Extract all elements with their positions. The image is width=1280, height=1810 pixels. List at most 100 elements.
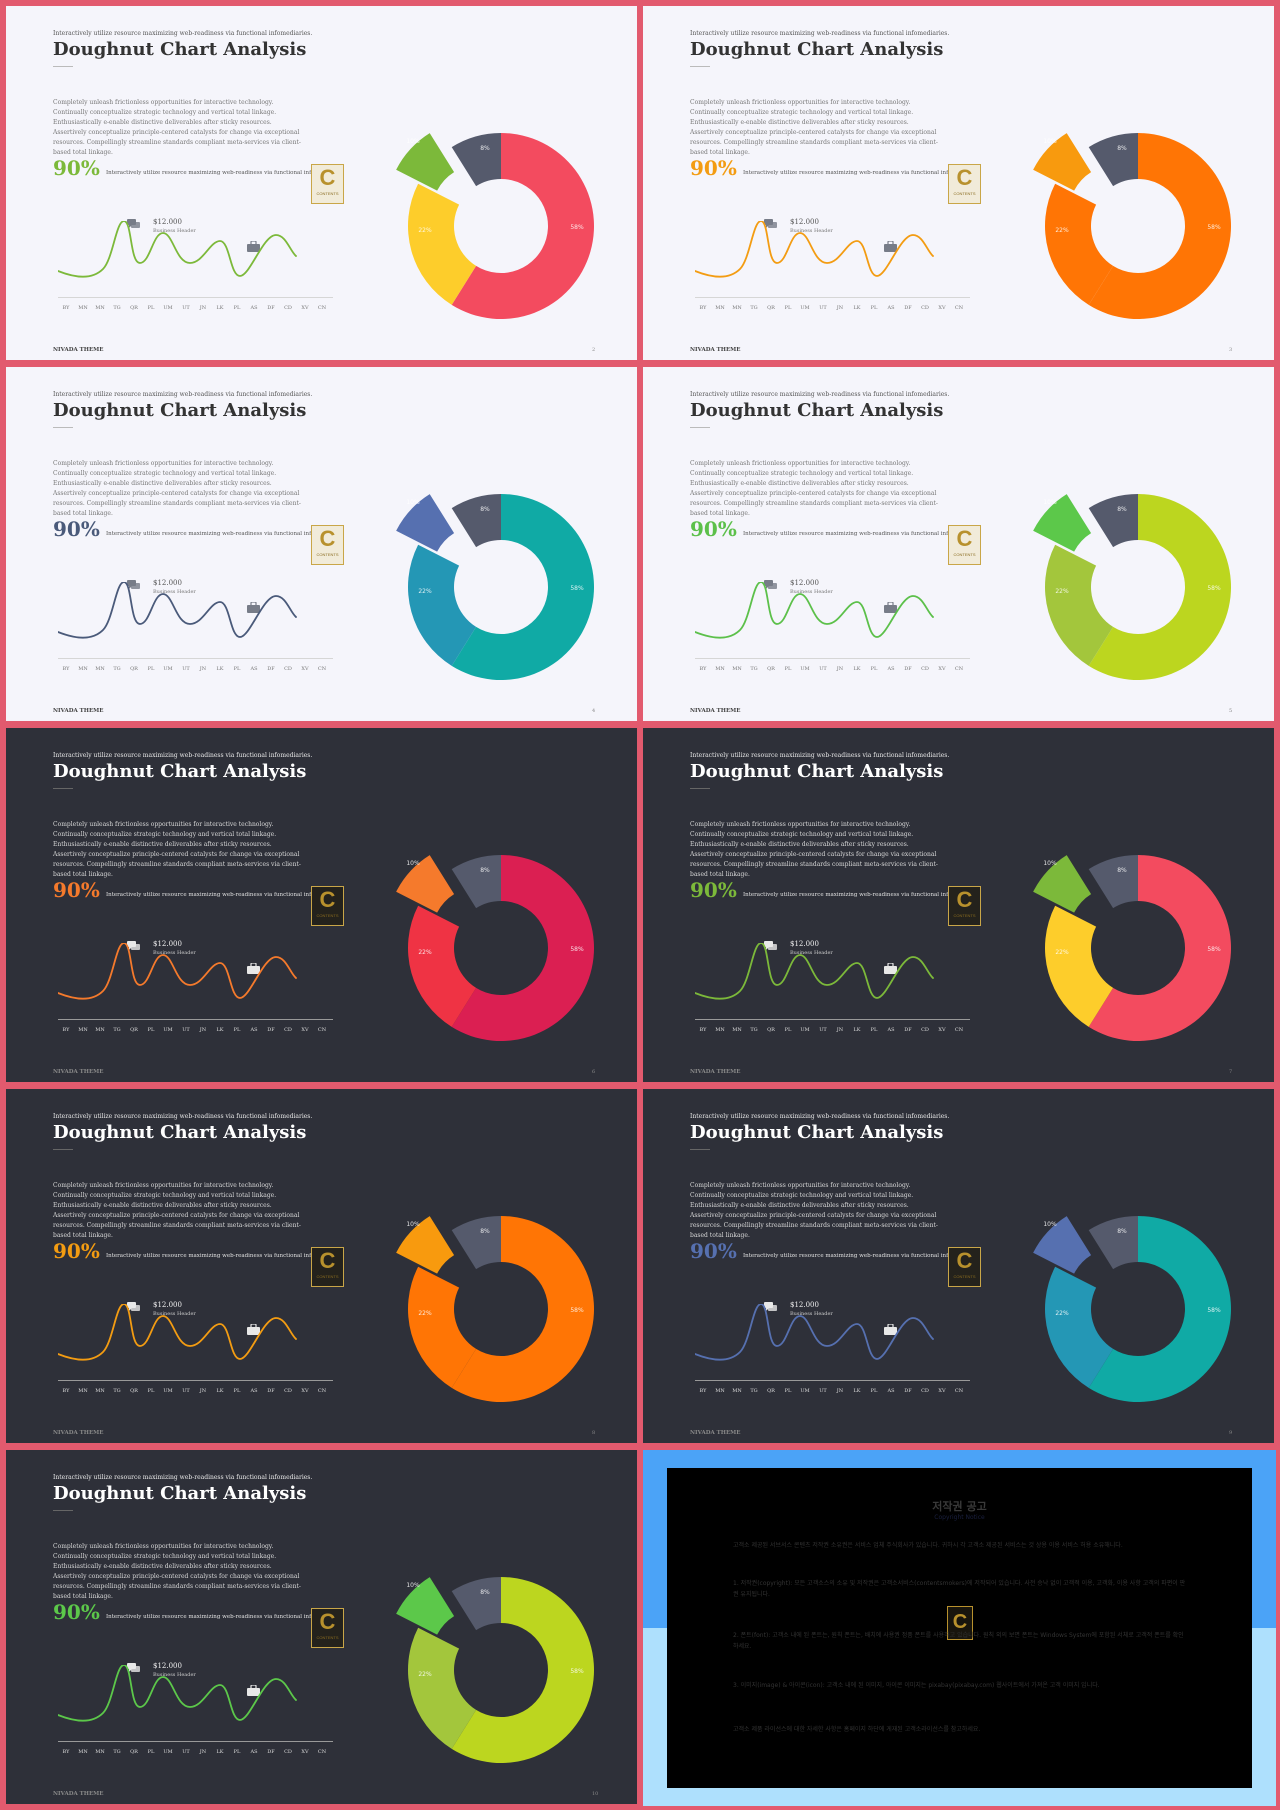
x-axis-label: MN [732,305,742,311]
donut-segment-mid [1045,544,1114,666]
line-wave [58,943,297,1000]
x-axis-label: PL [233,666,241,672]
donut-label-small: 8% [1117,145,1127,152]
slide-footer: NIVADA THEME [690,1069,741,1075]
percent-note: Interactively utilize resource maximizin… [743,531,981,537]
line-wave [695,582,934,639]
percent-note: Interactively utilize resource maximizin… [743,170,981,176]
x-axis-label: XV [938,1027,946,1033]
x-axis-label: TG [113,666,121,672]
title-divider [53,1149,73,1150]
line-wave [695,1304,934,1361]
donut-label-explode: 10% [406,860,420,867]
copyright-logo-icon: C [947,1606,973,1640]
donut-segment-exploded [1033,494,1092,552]
slide-footer: NIVADA THEME [690,347,741,353]
x-axis-label: XV [301,1388,309,1394]
x-axis-label: MN [78,305,88,311]
slide-title: Doughnut Chart Analysis [53,1122,307,1143]
percent-value: 90% [53,1600,100,1624]
line-wave [58,1665,297,1722]
donut-segment-small [1088,494,1138,548]
contents-logo-icon: C CONTENTS [948,886,981,926]
x-axis-label: CD [284,1749,292,1755]
page-number: 8 [592,1430,596,1436]
donut-label-big: 58% [1207,585,1221,592]
x-axis-label: MN [78,1027,88,1033]
message-icon [127,580,140,589]
donut-segment-small [451,1216,501,1270]
logo-letter: C [956,1248,973,1273]
percent-value: 90% [53,878,100,902]
x-axis-label: PL [233,1749,241,1755]
x-axis-label: CN [954,1027,964,1033]
x-axis-label: MN [715,666,725,672]
slide-description: Completely unleash frictionless opportun… [53,1543,301,1600]
x-axis-label: QR [130,1388,138,1394]
donut-label-mid: 22% [418,949,432,956]
page-number: 3 [1229,347,1233,353]
x-axis-label: DF [267,666,275,672]
x-axis-label: LK [216,666,224,672]
briefcase-icon [884,241,897,252]
x-axis-label: QR [767,1388,775,1394]
amount-value: $12.000 [153,1662,182,1670]
amount-label: Business Header [153,589,196,595]
slide-footer: NIVADA THEME [53,1069,104,1075]
percent-note: Interactively utilize resource maximizin… [106,1253,344,1259]
x-axis-label: TG [113,1027,121,1033]
x-axis-label: XV [301,305,309,311]
amount-label: Business Header [153,228,196,234]
logo-text: CONTENTS [316,552,339,557]
donut-label-mid: 22% [1055,588,1069,595]
logo-text: CONTENTS [316,913,339,918]
doughnut-chart: 58% 22% 8% 10% [1033,133,1231,319]
slide-kicker: Interactively utilize resource maximizin… [53,30,313,37]
x-axis-label: CD [284,1388,292,1394]
amount-value: $12.000 [790,1301,819,1309]
percent-value: 90% [690,878,737,902]
x-axis-label: UM [800,1027,810,1033]
donut-label-explode: 10% [406,1582,420,1589]
x-axis-label: CN [317,666,327,672]
x-axis-label: JN [836,1388,844,1394]
x-axis-label: AS [250,1749,258,1755]
x-axis-label: TG [113,1749,121,1755]
x-axis-label: MN [732,1388,742,1394]
amount-value: $12.000 [790,579,819,587]
contents-logo-icon: C CONTENTS [948,1247,981,1287]
donut-segment-mid [408,544,477,666]
x-axis-label: LK [216,1749,224,1755]
slide-description: Completely unleash frictionless opportun… [53,460,301,517]
copyright-logo-letter: C [952,1611,968,1633]
x-axis-label: QR [130,305,138,311]
x-axis-label: CD [921,666,929,672]
x-axis-line [58,1741,333,1742]
x-axis-label: CD [921,1388,929,1394]
copyright-paragraph-3: 3. 이미지(image) & 아이콘(icon): 고객소 내에 된 이미지,… [733,1682,1100,1689]
donut-segment-small [451,494,501,548]
x-axis-label: XV [938,1388,946,1394]
slide-title: Doughnut Chart Analysis [690,400,944,421]
slide-description: Completely unleash frictionless opportun… [53,821,301,878]
donut-segment-small [1088,133,1138,187]
x-axis-label: CN [954,666,964,672]
slide-2: Interactively utilize resource maximizin… [643,6,1274,360]
logo-letter: C [319,887,336,912]
x-axis-label: BY [699,666,707,672]
x-axis-label: TG [750,305,758,311]
slide-description: Completely unleash frictionless opportun… [53,99,301,156]
donut-label-small: 8% [1117,1228,1127,1235]
x-axis-label: CD [284,1027,292,1033]
x-axis-label: CN [317,1027,327,1033]
title-divider [690,427,710,428]
amount-label: Business Header [153,950,196,956]
x-axis-label: UT [819,1027,827,1033]
x-axis-label: MN [715,1027,725,1033]
x-axis-label: JN [199,305,207,311]
logo-text: CONTENTS [953,191,976,196]
x-axis-label: DF [904,1027,912,1033]
slide-4: Interactively utilize resource maximizin… [643,367,1274,721]
slide-6: Interactively utilize resource maximizin… [643,728,1274,1082]
